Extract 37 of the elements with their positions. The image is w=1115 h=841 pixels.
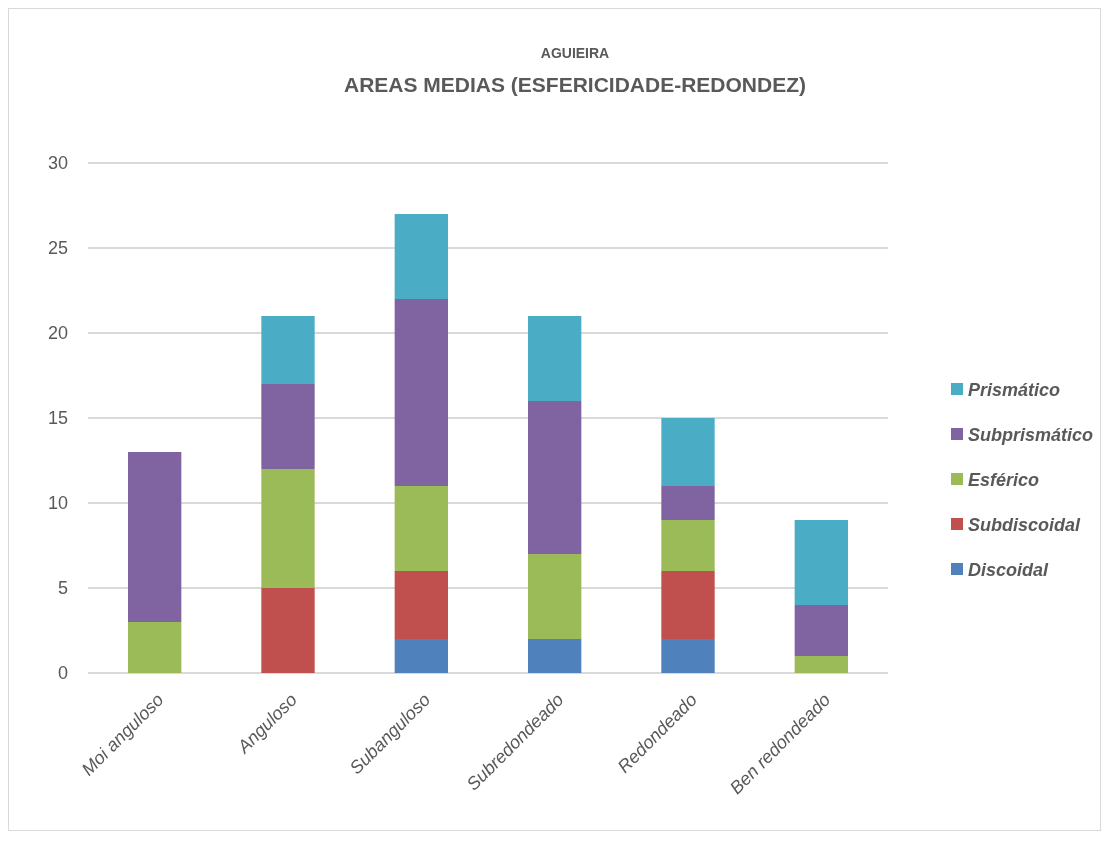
legend-label: Subprismático	[968, 425, 1094, 446]
y-tick-label: 15	[47, 408, 68, 429]
legend-label: Esférico	[968, 470, 1040, 491]
bar	[128, 622, 182, 673]
bar	[528, 639, 582, 673]
bar	[661, 486, 715, 520]
bar	[261, 469, 315, 588]
bar	[794, 605, 848, 656]
bar	[261, 316, 315, 384]
bar	[394, 214, 448, 299]
bar	[528, 554, 582, 639]
bar	[394, 639, 448, 673]
bar	[794, 520, 848, 605]
bar	[128, 452, 182, 622]
y-tick-label: 5	[57, 578, 68, 599]
legend-label: Subdiscoidal	[968, 515, 1082, 536]
bar	[261, 588, 315, 673]
bar	[661, 571, 715, 639]
y-tick-label: 25	[47, 238, 68, 259]
chart-subtitle: AREAS MEDIAS (ESFERICIDADE-REDONDEZ)	[343, 73, 807, 96]
bar	[661, 418, 715, 486]
legend-label: Prismático	[968, 380, 1061, 401]
bar	[394, 571, 448, 639]
bar	[261, 384, 315, 469]
bar	[661, 520, 715, 571]
y-tick-label: 10	[47, 493, 68, 514]
bar	[661, 639, 715, 673]
bar	[528, 401, 582, 554]
y-tick-label: 30	[47, 153, 68, 174]
bar	[394, 299, 448, 486]
y-tick-label: 0	[57, 663, 68, 684]
y-tick-label: 20	[47, 323, 68, 344]
legend-label: Discoidal	[968, 560, 1050, 581]
bar	[794, 656, 848, 673]
bar	[394, 486, 448, 571]
bar	[528, 316, 582, 401]
chart-title: AGUIEIRA	[540, 45, 610, 61]
